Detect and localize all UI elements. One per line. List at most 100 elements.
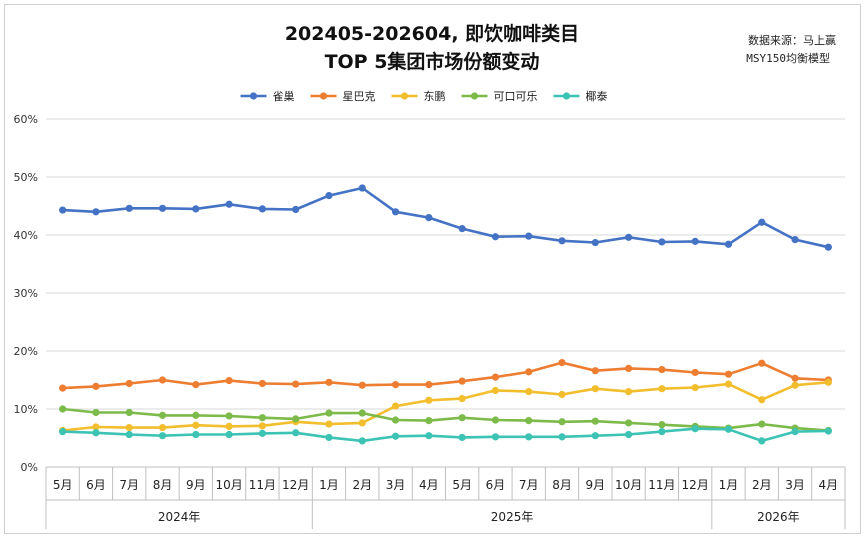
data-point <box>225 376 233 385</box>
legend-item-星巴克: 星巴克 <box>310 90 376 103</box>
x-tick-label: 9月 <box>585 478 605 492</box>
series-line <box>61 361 830 390</box>
legend-label: 东鹏 <box>424 90 446 103</box>
legend-item-雀巢: 雀巢 <box>240 90 295 103</box>
data-point <box>225 200 233 208</box>
data-point <box>625 430 633 439</box>
data-point <box>325 191 333 200</box>
data-point <box>491 433 500 441</box>
data-point <box>558 433 566 441</box>
data-point <box>558 390 566 399</box>
data-point <box>192 381 200 389</box>
x-tick-label: 3月 <box>386 478 406 492</box>
plot-area <box>59 184 832 445</box>
x-tick-label: 7月 <box>119 478 139 492</box>
chart-subtitle: TOP 5集团市场份额变动 <box>325 50 540 73</box>
legend-item-东鹏: 东鹏 <box>391 90 446 103</box>
series-东鹏 <box>59 378 832 435</box>
data-point <box>691 237 699 245</box>
y-tick-label: 20% <box>14 345 38 358</box>
year-group-label: 2026年 <box>757 510 800 524</box>
data-point <box>724 240 733 248</box>
data-point <box>558 418 566 426</box>
data-point <box>758 359 766 367</box>
data-point <box>92 208 100 216</box>
data-point <box>791 381 799 389</box>
data-point <box>625 233 633 241</box>
data-point <box>125 423 133 432</box>
y-tick-label: 60% <box>14 113 38 126</box>
data-point <box>292 205 300 214</box>
data-point <box>724 380 733 388</box>
data-point <box>391 381 400 389</box>
y-tick-label: 0% <box>21 461 38 474</box>
data-point <box>158 411 167 419</box>
data-point <box>125 204 133 212</box>
data-point <box>225 422 233 430</box>
chart-title: 202405-202604, 即饮咖啡类目 <box>285 22 579 45</box>
x-tick-label: 11月 <box>648 478 675 492</box>
x-tick-label: 1月 <box>319 478 339 492</box>
data-point <box>258 429 266 437</box>
data-point <box>591 385 599 393</box>
data-point <box>225 412 233 420</box>
data-point <box>125 408 133 417</box>
data-point <box>625 364 633 372</box>
x-tick-label: 2月 <box>352 478 372 492</box>
x-tick-label: 3月 <box>785 478 805 492</box>
data-point <box>758 420 766 428</box>
data-point <box>791 374 799 382</box>
legend-marker <box>319 92 328 100</box>
data-point <box>59 428 67 436</box>
data-point <box>59 206 67 214</box>
data-point <box>658 428 666 436</box>
data-point <box>491 233 500 241</box>
data-point <box>491 373 500 381</box>
data-point <box>425 214 433 222</box>
series-line <box>61 407 830 432</box>
x-tick-label: 12月 <box>282 478 309 492</box>
data-point <box>758 437 766 445</box>
legend-item-可口可乐: 可口可乐 <box>461 90 538 103</box>
legend-item-椰泰: 椰泰 <box>553 89 608 103</box>
series-雀巢 <box>59 184 832 251</box>
gridlines <box>46 118 845 410</box>
data-point <box>292 380 300 388</box>
data-point <box>325 420 333 428</box>
x-tick-label: 6月 <box>86 478 106 492</box>
data-point <box>158 432 167 440</box>
data-point <box>125 430 133 439</box>
data-point <box>125 379 133 388</box>
data-point <box>258 422 266 430</box>
x-tick-label: 5月 <box>53 478 73 492</box>
data-point <box>591 417 599 425</box>
data-point <box>92 382 100 390</box>
data-point <box>525 417 533 425</box>
y-tick-label: 50% <box>14 171 38 184</box>
legend-label: 星巴克 <box>343 90 376 103</box>
data-point <box>591 367 599 375</box>
data-point <box>225 430 233 439</box>
y-tick-label: 30% <box>14 287 38 300</box>
data-point <box>458 433 466 442</box>
data-point <box>425 432 433 440</box>
series-星巴克 <box>59 359 832 392</box>
data-point <box>824 243 832 251</box>
data-point <box>591 238 599 247</box>
data-point <box>425 396 433 404</box>
legend-label: 椰泰 <box>586 89 608 103</box>
data-point <box>358 381 366 389</box>
data-point <box>391 208 400 216</box>
legend-marker <box>249 92 258 100</box>
x-tick-label: 10月 <box>215 478 242 492</box>
data-point <box>458 377 466 385</box>
data-point <box>625 388 633 396</box>
y-tick-label: 40% <box>14 229 38 242</box>
data-point <box>425 417 433 425</box>
x-tick-label: 12月 <box>682 478 709 492</box>
x-tick-label: 6月 <box>486 478 506 492</box>
data-point <box>691 425 699 433</box>
data-point <box>391 402 400 410</box>
year-group-label: 2025年 <box>491 510 534 524</box>
x-axis: 5月 6月 7月 8月 9月 10月 11月 12月 1月 2月 3月 4月 5月 6月 7月 8月 9月 10月… <box>45 466 846 529</box>
